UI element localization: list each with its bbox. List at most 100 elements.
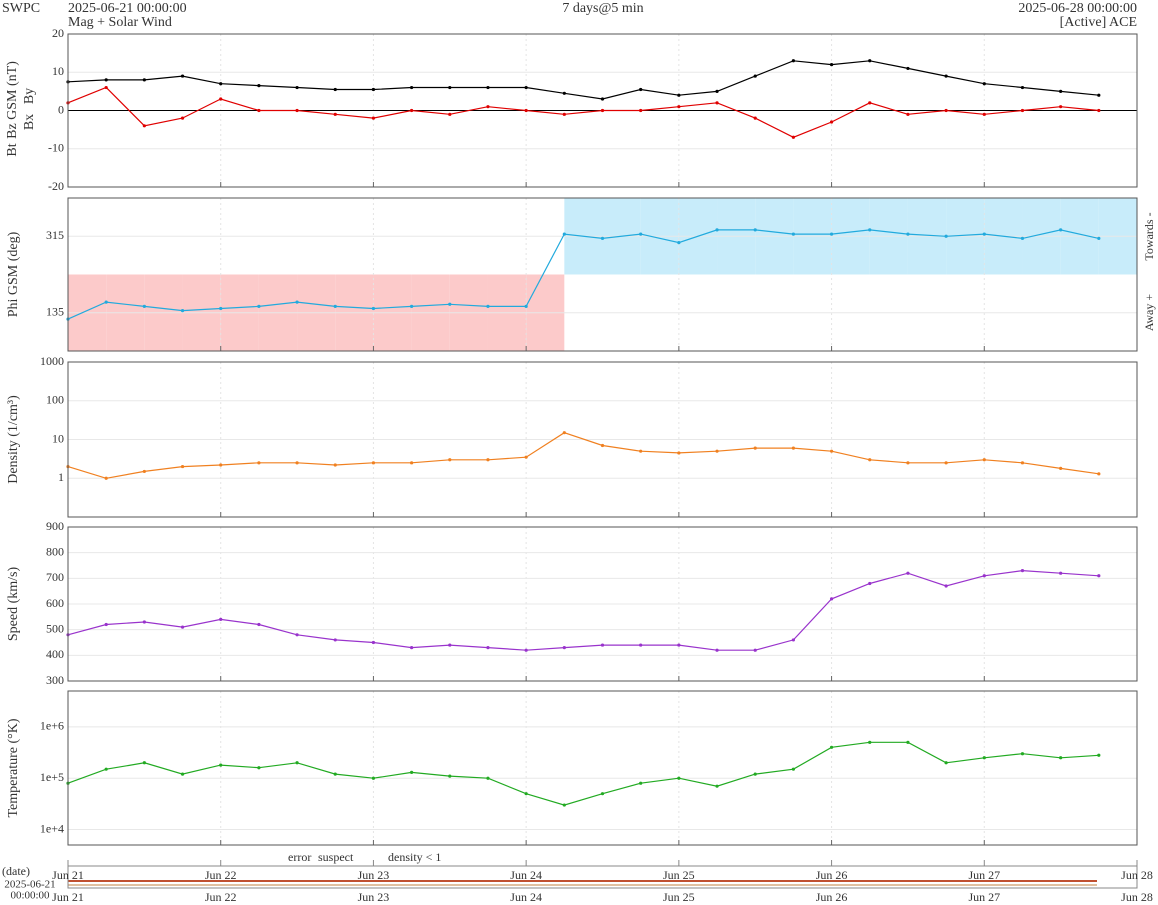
data-point [180, 74, 185, 78]
data-point [371, 116, 376, 120]
data-point [333, 87, 337, 92]
data-point [944, 74, 948, 78]
x-tick-label: Jun 24 [510, 890, 542, 904]
data-point [562, 232, 566, 236]
panel-frame [67, 197, 1138, 352]
data-point [829, 745, 834, 749]
data-point [104, 476, 108, 480]
y-tick-label: 20 [52, 26, 64, 40]
y-axis-label: Bt [5, 143, 20, 156]
data-point [639, 781, 643, 785]
y-tick-label: 500 [46, 621, 64, 635]
y-tick-label: 600 [46, 596, 64, 610]
data-point [219, 82, 223, 86]
data-point [104, 622, 108, 627]
x-tick-label: Jun 22 [205, 868, 237, 882]
y-axis-label: Density (1/cm³) [6, 395, 21, 484]
data-point [1020, 108, 1025, 113]
panel-frame [67, 690, 1138, 846]
y-tick-label: 900 [46, 519, 64, 533]
data-point [410, 304, 414, 308]
data-point [791, 767, 795, 771]
data-point [142, 304, 146, 308]
y-tick-label: 300 [46, 673, 64, 687]
data-point [142, 761, 146, 765]
x-tick-label: Jun 22 [205, 890, 237, 904]
data-point [639, 87, 643, 92]
data-point [1097, 753, 1101, 757]
data-point [104, 767, 108, 771]
x-tick-label: Jun 27 [968, 890, 1000, 904]
data-point [829, 449, 834, 453]
data-point [600, 97, 605, 101]
y-tick-label: 10 [52, 431, 64, 445]
data-point [982, 232, 986, 236]
data-point [1097, 93, 1101, 97]
data-point [371, 461, 376, 465]
y-tick-label: 1 [58, 470, 64, 484]
data-point [257, 461, 261, 465]
data-point [295, 300, 299, 304]
y-tick-label: 100 [46, 393, 64, 407]
data-point [753, 446, 757, 450]
data-point [486, 646, 490, 650]
data-point [715, 228, 719, 232]
data-point [295, 761, 299, 765]
data-point [562, 112, 566, 116]
y-tick-label: 0 [58, 102, 64, 116]
data-point [104, 78, 108, 82]
quality-legend: error [288, 850, 311, 864]
data-point [219, 763, 223, 767]
series-line [67, 229, 1099, 320]
data-point [448, 112, 452, 116]
data-point [371, 776, 376, 780]
data-point [868, 59, 872, 63]
data-point [829, 120, 834, 124]
panel-frame [67, 361, 1138, 518]
data-point [1097, 108, 1101, 113]
start-clock: 00:00:00 [10, 890, 50, 902]
y-tick-label: 1000 [40, 354, 64, 368]
data-point [410, 108, 414, 113]
data-point [410, 770, 414, 774]
data-point [600, 108, 605, 113]
y-axis-label: Temperature (°K) [6, 718, 21, 817]
data-point [982, 756, 986, 760]
data-point [333, 304, 337, 308]
y-tick-label: 1e+4 [40, 821, 64, 835]
data-point [371, 640, 376, 645]
x-tick-label: Jun 27 [968, 868, 1000, 882]
data-point [906, 112, 910, 116]
x-tick-label: Jun 21 [52, 890, 84, 904]
y-tick-label: 135 [46, 305, 64, 319]
subtitle: Mag + Solar Wind [68, 15, 172, 30]
data-point [1097, 472, 1101, 476]
data-point [600, 236, 605, 240]
data-point [868, 228, 872, 232]
data-point [371, 87, 376, 92]
x-tick-label: Jun 28 [1121, 868, 1153, 882]
data-point [829, 597, 834, 601]
data-point [448, 774, 452, 778]
y-axis-label: Bz GSM (nT) [5, 61, 20, 139]
x-tick-label: Jun 21 [52, 868, 84, 882]
end-time: 2025-06-28 00:00:00 [1018, 1, 1137, 16]
data-point [295, 633, 299, 637]
data-point [180, 464, 185, 469]
y-tick-label: 10 [52, 64, 64, 78]
date-label: (date) [2, 864, 30, 878]
data-point [180, 309, 185, 313]
data-point [677, 643, 681, 647]
org: SWPC [2, 1, 40, 16]
series-line [67, 569, 1099, 651]
data-point [333, 112, 337, 116]
data-point [791, 446, 795, 450]
panel: 1e+4 1e+5 1e+6 Temperature (°K) [6, 690, 1138, 846]
x-tick-label: Jun 26 [816, 890, 848, 904]
data-point [677, 241, 681, 245]
data-point [906, 461, 910, 465]
data-point [600, 792, 605, 796]
data-point [295, 108, 299, 113]
data-point [448, 85, 452, 90]
source: [Active] ACE [1060, 15, 1137, 30]
